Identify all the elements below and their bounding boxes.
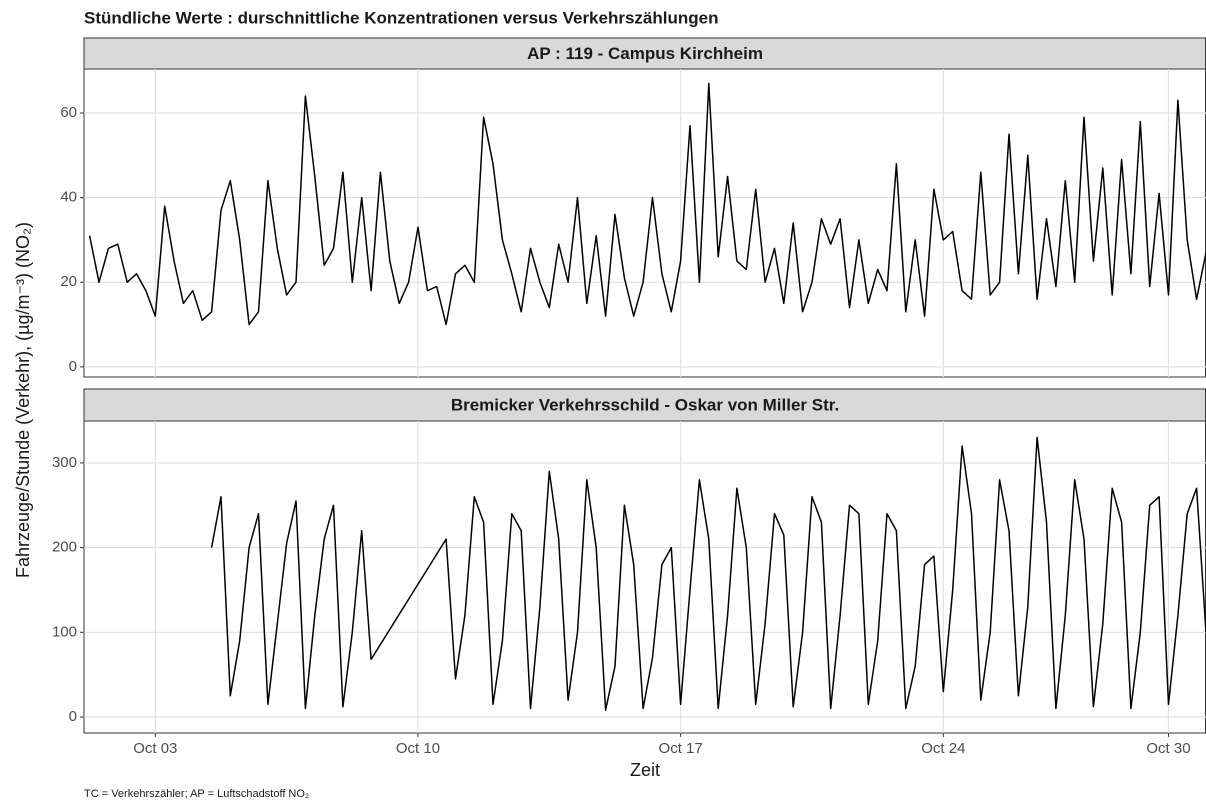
x-tick-label: Oct 24	[921, 740, 965, 757]
panel	[83, 420, 1206, 734]
data-line	[88, 82, 1206, 326]
strip-title: AP : 119 - Campus Kirchheim	[527, 44, 763, 63]
panel	[83, 68, 1206, 378]
y-tick-label: 60	[60, 104, 77, 121]
strip-title: Bremicker Verkehrsschild - Oskar von Mil…	[451, 395, 839, 414]
y-tick-label: 100	[52, 623, 77, 640]
y-axis-label: Fahrzeuge/Stunde (Verkehr), (µg/m⁻³) (NO…	[13, 222, 33, 578]
data-line	[210, 436, 1206, 711]
x-tick-label: Oct 10	[396, 740, 440, 757]
y-tick-label: 0	[69, 358, 77, 375]
x-tick-label: Oct 03	[133, 740, 177, 757]
y-tick-label: 20	[60, 273, 77, 290]
chart-title: Stündliche Werte : durschnittliche Konze…	[84, 8, 718, 27]
x-axis-label: Zeit	[630, 760, 660, 780]
y-tick-label: 200	[52, 539, 77, 556]
y-tick-label: 300	[52, 454, 77, 471]
strip	[83, 37, 1206, 70]
y-tick-label: 0	[69, 708, 77, 725]
x-tick-label: Oct 30	[1146, 740, 1190, 757]
caption: TC = Verkehrszähler; AP = Luftschadstoff…	[84, 788, 309, 800]
x-tick-label: Oct 17	[659, 740, 703, 757]
y-tick-label: 40	[60, 189, 77, 206]
